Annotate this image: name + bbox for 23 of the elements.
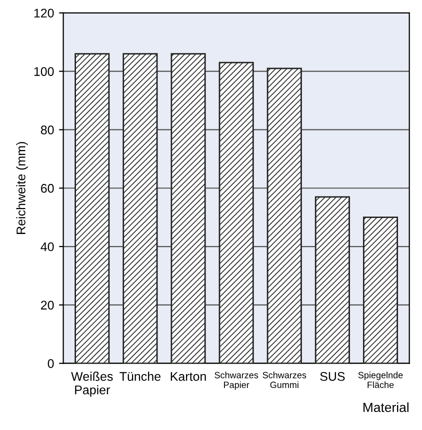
x-tick-label: Karton (170, 372, 206, 381)
y-tick-label: 80 (40, 126, 54, 134)
bar (122, 53, 158, 364)
y-tick-label: 60 (41, 184, 54, 193)
x-tick-label: Tünche (120, 372, 160, 381)
bar (314, 196, 350, 364)
bar (170, 53, 206, 364)
y-tick-label: 120 (34, 8, 54, 18)
x-tick-label: Weißes Papier (71, 372, 113, 397)
x-tick-label: Spiegelnde Fläche (358, 372, 403, 388)
x-axis-title: Material (364, 402, 408, 412)
y-tick-label: 40 (40, 242, 54, 252)
x-tick-label: SUS (320, 372, 345, 381)
y-tick-label: 0 (48, 359, 54, 368)
bar (362, 216, 398, 364)
y-axis-title: Reichweite (mm) (16, 142, 28, 234)
x-tick-label: Schwarzes Papier (214, 372, 258, 390)
x-tick-label: Schwarzes Gummi (262, 372, 306, 388)
bar (74, 53, 110, 364)
y-tick-label: 20 (41, 300, 54, 310)
y-tick-label: 100 (34, 67, 54, 76)
bar (266, 68, 302, 364)
bar (218, 62, 254, 364)
